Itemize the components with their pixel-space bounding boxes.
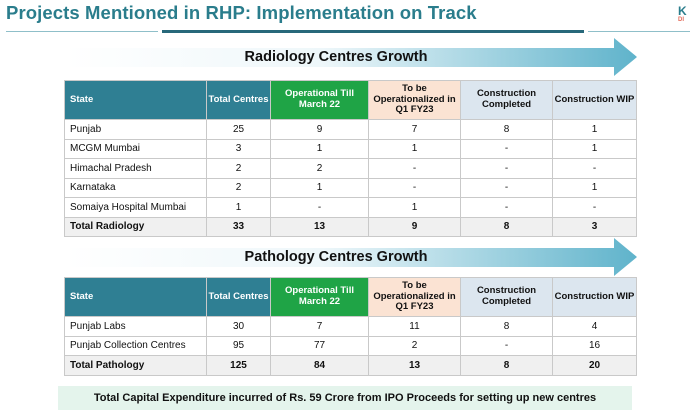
cell-state: Himachal Pradesh (64, 158, 207, 179)
cell-operational: 2 (270, 158, 369, 179)
cell-wip: - (552, 197, 637, 218)
header-construction-completed: Construction Completed (460, 80, 553, 120)
cell-wip: 1 (552, 119, 637, 140)
cell-total: 33 (206, 216, 271, 237)
title-underline-center (162, 30, 584, 33)
cell-tbo: 9 (368, 216, 461, 237)
header-construction-wip: Construction WIP (552, 277, 637, 317)
cell-tbo: 1 (368, 197, 461, 218)
table-row: Himachal Pradesh 2 2 - - - (64, 158, 637, 179)
cell-tbo: 13 (368, 355, 461, 376)
cell-tbo: 11 (368, 316, 461, 337)
table-header-row: State Total Centres Operational Till Mar… (64, 80, 637, 120)
header-construction-completed: Construction Completed (460, 277, 553, 317)
table-total-row: Total Radiology 33 13 9 8 3 (64, 216, 637, 237)
cell-state: Total Pathology (64, 355, 207, 376)
header-to-be-operationalized: To be Operationalized in Q1 FY23 (368, 80, 461, 120)
header-to-be-operationalized: To be Operationalized in Q1 FY23 (368, 277, 461, 317)
cell-wip: - (552, 158, 637, 179)
table-row: Punjab Labs 30 7 11 8 4 (64, 316, 637, 337)
cell-state: Punjab Labs (64, 316, 207, 337)
pathology-banner: Pathology Centres Growth (66, 238, 638, 278)
cell-wip: 1 (552, 177, 637, 198)
cell-total: 2 (206, 177, 271, 198)
company-logo: K (678, 4, 687, 18)
title-underline-left (6, 31, 158, 32)
cell-total: 25 (206, 119, 271, 140)
cell-tbo: 7 (368, 119, 461, 140)
cell-state: Karnataka (64, 177, 207, 198)
company-logo-sub: DI (678, 17, 684, 23)
cell-state: Total Radiology (64, 216, 207, 237)
capex-footer-note: Total Capital Expenditure incurred of Rs… (58, 386, 632, 410)
radiology-banner-title: Radiology Centres Growth (244, 49, 428, 65)
cell-operational: 1 (270, 177, 369, 198)
cell-state: Punjab (64, 119, 207, 140)
banner-arrow-icon (66, 38, 637, 76)
cell-operational: 9 (270, 119, 369, 140)
cell-wip: 20 (552, 355, 637, 376)
cell-tbo: - (368, 158, 461, 179)
cell-cc: 8 (460, 216, 553, 237)
cell-operational: 77 (270, 335, 369, 356)
cell-state: Somaiya Hospital Mumbai (64, 197, 207, 218)
cell-total: 1 (206, 197, 271, 218)
cell-operational: 7 (270, 316, 369, 337)
cell-total: 125 (206, 355, 271, 376)
table-total-row: Total Pathology 125 84 13 8 20 (64, 355, 637, 376)
cell-total: 30 (206, 316, 271, 337)
cell-total: 3 (206, 138, 271, 159)
pathology-table: State Total Centres Operational Till Mar… (64, 277, 637, 376)
cell-tbo: 1 (368, 138, 461, 159)
cell-cc: 8 (460, 355, 553, 376)
header-operational: Operational Till March 22 (270, 80, 369, 120)
cell-operational: 1 (270, 138, 369, 159)
banner-arrow-icon (66, 238, 637, 276)
table-row: Punjab 25 9 7 8 1 (64, 119, 637, 140)
cell-cc: 8 (460, 316, 553, 337)
cell-wip: 1 (552, 138, 637, 159)
cell-wip: 3 (552, 216, 637, 237)
header-construction-wip: Construction WIP (552, 80, 637, 120)
cell-cc: - (460, 138, 553, 159)
cell-cc: - (460, 197, 553, 218)
cell-cc: - (460, 177, 553, 198)
cell-wip: 16 (552, 335, 637, 356)
cell-cc: 8 (460, 119, 553, 140)
cell-total: 2 (206, 158, 271, 179)
cell-state: Punjab Collection Centres (64, 335, 207, 356)
cell-operational: 84 (270, 355, 369, 376)
radiology-banner: Radiology Centres Growth (66, 38, 638, 78)
header-state: State (64, 80, 207, 120)
cell-total: 95 (206, 335, 271, 356)
cell-wip: 4 (552, 316, 637, 337)
table-row: Karnataka 2 1 - - 1 (64, 177, 637, 198)
cell-operational: 13 (270, 216, 369, 237)
table-row: Somaiya Hospital Mumbai 1 - 1 - - (64, 197, 637, 218)
header-operational: Operational Till March 22 (270, 277, 369, 317)
cell-cc: - (460, 335, 553, 356)
table-row: MCGM Mumbai 3 1 1 - 1 (64, 138, 637, 159)
page-title: Projects Mentioned in RHP: Implementatio… (6, 2, 477, 23)
header-state: State (64, 277, 207, 317)
cell-cc: - (460, 158, 553, 179)
table-header-row: State Total Centres Operational Till Mar… (64, 277, 637, 317)
table-row: Punjab Collection Centres 95 77 2 - 16 (64, 335, 637, 356)
cell-state: MCGM Mumbai (64, 138, 207, 159)
cell-tbo: 2 (368, 335, 461, 356)
cell-tbo: - (368, 177, 461, 198)
title-underline-right (588, 31, 690, 32)
radiology-table: State Total Centres Operational Till Mar… (64, 80, 637, 237)
header-total-centres: Total Centres (206, 277, 271, 317)
cell-operational: - (270, 197, 369, 218)
header-total-centres: Total Centres (206, 80, 271, 120)
pathology-banner-title: Pathology Centres Growth (244, 249, 428, 265)
